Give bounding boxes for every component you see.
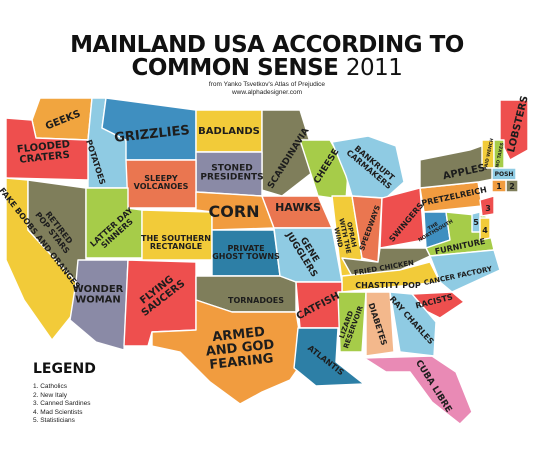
- state-nj: [479, 195, 495, 217]
- state-label-ne: CORN: [208, 202, 259, 221]
- state-label-line: WOMAN: [75, 294, 121, 305]
- state-label-il: OPRAHWITH THEWIND: [331, 216, 360, 256]
- state-label-de: 5: [473, 218, 479, 227]
- state-label-line: 5: [473, 218, 479, 227]
- state-label-line: CHASTITY POP: [355, 281, 421, 290]
- state-label-wy: SLEEPY VOLCANOES: [134, 173, 189, 190]
- state-label-line: CRATERS: [19, 150, 70, 166]
- state-label-nd: BADLANDS: [198, 126, 260, 137]
- state-label-line: THE SOUTHERN: [141, 233, 211, 242]
- state-label-nj: 3: [485, 204, 491, 213]
- legend-item: 1. Catholics: [33, 383, 67, 390]
- state-me: [499, 99, 529, 161]
- state-label-line: VOLCANOES: [134, 182, 189, 191]
- state-label-line: 2: [509, 182, 515, 191]
- legend-item: 3. Canned Sardines: [33, 400, 91, 408]
- state-label-line: CORN: [208, 202, 259, 221]
- state-label-line: BADLANDS: [198, 126, 260, 137]
- state-label-ok: TORNADOES: [228, 296, 284, 305]
- state-label-ct: 1: [496, 182, 502, 191]
- state-la: [293, 327, 365, 387]
- state-md: [479, 217, 491, 241]
- state-mi: [331, 135, 405, 199]
- state-label-md: 4: [482, 226, 488, 235]
- state-label-tn: CHASTITY POP: [355, 281, 421, 290]
- state-label-az: WONDER WOMAN: [73, 284, 124, 306]
- state-label-line: STONED: [211, 163, 252, 173]
- state-label-line: 1: [496, 182, 502, 191]
- state-label-line: 3: [485, 204, 491, 213]
- legend-item: 4. Mad Scientists: [33, 408, 83, 416]
- state-label-line: ARMED: [212, 324, 266, 344]
- state-label-line: TORNADOES: [228, 296, 284, 305]
- state-label-sd: STONED PRESIDENTS: [200, 163, 263, 182]
- title-main: COMMON SENSE: [131, 55, 339, 81]
- state-ct: [491, 179, 507, 193]
- state-ga: [389, 291, 437, 357]
- state-label-ks: PRIVATE GHOST TOWNS: [212, 243, 280, 260]
- state-label-line: PRIVATE: [227, 243, 264, 252]
- state-label-line: RECTANGLE: [150, 242, 202, 251]
- title-line-1: MAINLAND USA ACCORDING TO: [70, 32, 464, 58]
- state-label-line: WONDER: [73, 284, 124, 295]
- legend-item: 5. Statisticians: [33, 417, 75, 425]
- state-label-or: FLOODEDCRATERS: [16, 139, 71, 166]
- state-label-line: 4: [482, 226, 488, 235]
- legend-title: LEGEND: [33, 361, 96, 377]
- credit-line: from Yanko Tsvetkov's Atlas of Prejudice: [208, 81, 326, 88]
- state-label-line: FEARING: [209, 351, 274, 373]
- state-label-co: THE SOUTHERN RECTANGLE: [141, 233, 211, 250]
- state-wi: [299, 139, 349, 201]
- title-line-2: COMMON SENSE 2011: [0, 55, 534, 81]
- state-label-ia: HAWKS: [275, 201, 321, 214]
- state-label-nh: NO TAXES: [494, 142, 505, 168]
- state-label-line: HAWKS: [275, 201, 321, 214]
- state-label-line: SLEEPY: [144, 173, 178, 182]
- title-year: 2011: [345, 55, 403, 81]
- state-label-ma: POSH: [495, 171, 514, 178]
- state-tx: [151, 299, 305, 405]
- state-label-line: GHOST TOWNS: [212, 252, 280, 261]
- legend-list: 1. Catholics 2. New Italy 3. Canned Sardin…: [33, 383, 96, 426]
- state-label-tx: ARMEDAND GODFEARING: [204, 323, 277, 372]
- credit-url: www.alphadesigner.com: [231, 89, 303, 96]
- state-fl: [363, 355, 473, 425]
- state-oh: [379, 187, 425, 249]
- state-nc: [429, 249, 501, 293]
- state-al: [365, 291, 395, 357]
- state-ia: [261, 195, 333, 229]
- state-label-line: AND GOD: [205, 337, 275, 359]
- state-ms: [337, 291, 367, 353]
- state-label-ri: 2: [509, 182, 515, 191]
- state-label-line: NO TAXES: [494, 142, 505, 168]
- state-label-line: THE: [427, 221, 440, 232]
- state-shapes: [5, 97, 529, 425]
- state-label-line: PRESIDENTS: [200, 172, 263, 182]
- legend: LEGEND 1. Catholics 2. New Italy 3. Canned…: [33, 361, 96, 426]
- state-label-line: POSH: [495, 171, 514, 178]
- legend-item: 2. New Italy: [33, 391, 67, 399]
